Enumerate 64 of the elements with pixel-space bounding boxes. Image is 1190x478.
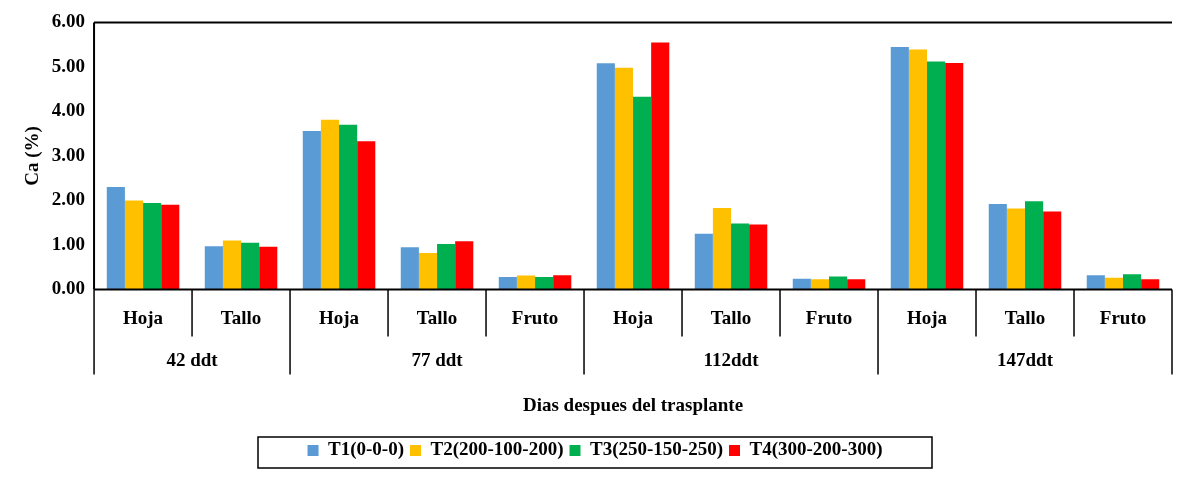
bar xyxy=(908,49,928,290)
x-tick-label: Fruto xyxy=(1099,306,1147,328)
x-tick-label: Fruto xyxy=(805,306,853,328)
bar xyxy=(320,119,340,290)
bar xyxy=(1006,208,1026,290)
bar xyxy=(455,241,474,290)
bar xyxy=(222,240,242,290)
x-tick-label: Hoja xyxy=(612,306,654,328)
bar xyxy=(553,275,572,290)
bar xyxy=(1043,211,1062,290)
bar xyxy=(204,246,223,290)
bar xyxy=(106,187,125,290)
y-tick-label: 6.00 xyxy=(51,10,86,32)
y-axis-title: Ca (%) xyxy=(21,126,44,186)
bar xyxy=(161,204,180,290)
bar xyxy=(437,244,456,290)
y-tick-label: 5.00 xyxy=(51,54,86,76)
bar xyxy=(418,252,438,290)
x-tick-label: Hoja xyxy=(906,306,948,328)
bar xyxy=(890,46,909,290)
bar xyxy=(241,242,260,290)
x-tick-label: Hoja xyxy=(122,306,164,328)
y-tick-label: 3.00 xyxy=(51,143,86,165)
x-tick-label: Fruto xyxy=(511,306,559,328)
bar xyxy=(143,203,162,290)
bar xyxy=(945,62,964,290)
text: 42 ddt xyxy=(166,349,219,371)
bar xyxy=(927,61,946,290)
bar xyxy=(400,247,419,290)
bar xyxy=(1086,275,1105,290)
bar xyxy=(694,233,713,290)
bar xyxy=(1123,274,1142,290)
bar xyxy=(712,207,732,290)
bar xyxy=(614,67,634,290)
legend-label: T4(300-200-300) xyxy=(749,438,883,461)
bar xyxy=(339,124,358,290)
bar xyxy=(633,96,652,290)
bar xyxy=(749,224,768,290)
y-tick-label: 2.00 xyxy=(51,188,86,210)
bar xyxy=(651,42,670,290)
x-tick-label: Tallo xyxy=(220,306,262,328)
x-tick-label: Tallo xyxy=(1004,306,1046,328)
bar xyxy=(357,141,376,290)
bar xyxy=(124,200,144,290)
x-tick-label: Tallo xyxy=(416,306,458,328)
legend-label: T2(200-100-200) xyxy=(430,438,564,461)
y-tick-label: 1.00 xyxy=(51,232,86,254)
bar xyxy=(1025,201,1044,290)
bar xyxy=(731,223,750,290)
bar xyxy=(596,63,615,290)
legend-label: T1(0-0-0) xyxy=(328,438,405,461)
legend-label: T3(250-150-250) xyxy=(590,438,723,461)
bar xyxy=(302,130,321,290)
text: 147ddt xyxy=(997,349,1054,371)
y-tick-label: 0.00 xyxy=(51,277,86,299)
bar xyxy=(829,276,848,290)
x-tick-label: Hoja xyxy=(318,306,360,328)
bar xyxy=(259,246,278,290)
bar xyxy=(988,203,1007,290)
text: 112ddt xyxy=(703,349,760,371)
x-axis-title: Dias despues del trasplante xyxy=(522,393,744,415)
text: 77 ddt xyxy=(411,349,464,371)
x-tick-label: Tallo xyxy=(710,306,752,328)
y-tick-label: 4.00 xyxy=(51,99,86,121)
